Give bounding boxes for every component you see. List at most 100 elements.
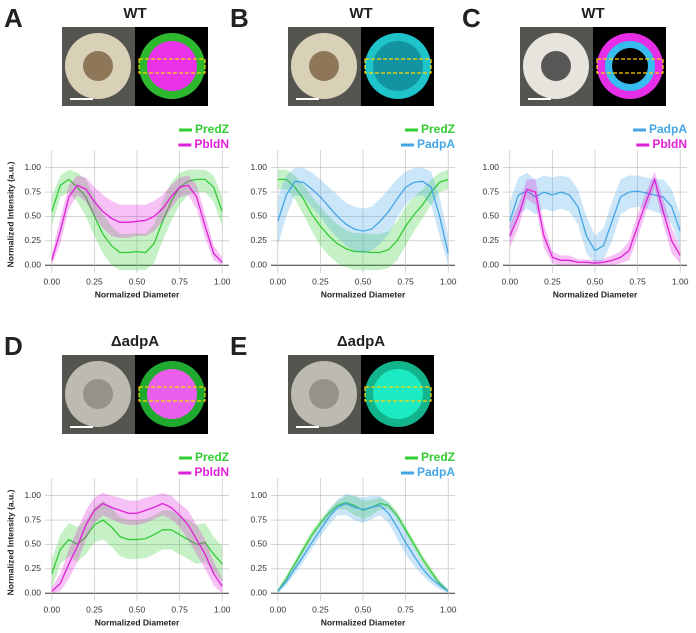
x-tick-label: 0.50 [587, 276, 604, 286]
x-tick-label: 0.25 [544, 276, 561, 286]
panel-title: WT [581, 5, 604, 22]
x-tick-label: 0.75 [397, 604, 414, 614]
panel: C WT 0.00 0.25 0.50 0.75 1.00 0.00 0.25 0.50 0.75 1… [462, 3, 689, 299]
y-tick-label: 0.00 [24, 259, 41, 269]
colony-core [83, 51, 113, 81]
y-tick-label: 0.50 [24, 539, 41, 549]
confidence-band [51, 500, 223, 589]
legend-label: PadpA [417, 137, 455, 151]
profile-box [596, 58, 664, 74]
y-tick-label: 1.00 [250, 490, 267, 500]
colony-images [520, 27, 666, 106]
profile-box [138, 58, 206, 74]
y-tick-label: 0.25 [250, 235, 267, 245]
y-tick-label: 0.50 [250, 539, 267, 549]
legend-label: PredZ [195, 450, 229, 464]
colony-images [62, 355, 208, 434]
colony-core [309, 51, 339, 81]
y-axis-label: Normalized Intensity (a.u.) [5, 161, 15, 267]
legend-label: PbldN [194, 137, 229, 151]
colony-images [288, 27, 434, 106]
x-tick-label: 0.25 [312, 604, 329, 614]
y-tick-label: 1.00 [24, 162, 41, 172]
colony-images [288, 355, 434, 434]
colony-core [309, 379, 339, 409]
signal-inner [147, 369, 197, 419]
x-tick-label: 0.25 [86, 604, 103, 614]
y-tick-label: 0.75 [24, 514, 41, 524]
colony-core [83, 379, 113, 409]
x-tick-label: 0.00 [270, 604, 287, 614]
colony-core [541, 51, 571, 81]
profile-box [364, 58, 432, 74]
x-tick-label: 0.50 [355, 604, 372, 614]
legend-label: PredZ [195, 122, 229, 136]
x-tick-label: 0.50 [355, 276, 372, 286]
x-tick-label: 0.00 [44, 276, 61, 286]
series-line [51, 178, 223, 254]
legend-label: PadpA [649, 122, 687, 136]
y-tick-label: 0.50 [24, 211, 41, 221]
series-line [51, 519, 223, 574]
confidence-band [51, 492, 223, 594]
series-line [277, 501, 449, 592]
x-axis-label: Normalized Diameter [95, 289, 180, 299]
panel-title: WT [123, 5, 146, 22]
confidence-band [277, 495, 449, 594]
series-line [277, 178, 449, 254]
y-tick-label: 0.25 [24, 235, 41, 245]
colony-images [62, 27, 208, 106]
series-line [277, 502, 449, 592]
confidence-band [51, 175, 223, 266]
panel-letter: A [4, 3, 23, 33]
x-tick-label: 1.00 [440, 276, 457, 286]
signal-inner [373, 369, 423, 419]
y-tick-label: 1.00 [250, 162, 267, 172]
x-tick-label: 0.00 [44, 604, 61, 614]
x-tick-label: 1.00 [672, 276, 689, 286]
panel: A WT 0.00 0.25 0.50 0.75 1.00 0.00 0.25 0.50 0.75 1… [4, 3, 231, 299]
x-tick-label: 0.50 [129, 276, 146, 286]
confidence-band [509, 171, 681, 266]
signal-inner [147, 41, 197, 91]
panel-title: ΔadpA [337, 333, 385, 350]
series-line [51, 184, 223, 263]
y-tick-label: 1.00 [482, 162, 499, 172]
x-tick-label: 0.50 [129, 604, 146, 614]
signal-inner [373, 41, 423, 91]
x-tick-label: 0.75 [629, 276, 646, 286]
confidence-band [277, 167, 449, 266]
legend-label: PbldN [652, 137, 687, 151]
y-tick-label: 0.25 [250, 563, 267, 573]
y-tick-label: 1.00 [24, 490, 41, 500]
profile-box [138, 386, 206, 402]
panel-title: WT [349, 5, 372, 22]
legend-label: PbldN [194, 465, 229, 479]
x-tick-label: 0.75 [171, 276, 188, 286]
x-axis-label: Normalized Diameter [321, 289, 406, 299]
panel-letter: D [4, 331, 23, 361]
confidence-band [277, 169, 449, 271]
profile-box [364, 386, 432, 402]
x-axis-label: Normalized Diameter [321, 617, 406, 627]
y-tick-label: 0.75 [250, 186, 267, 196]
x-tick-label: 1.00 [214, 604, 231, 614]
series-line [509, 177, 681, 264]
panel: B WT 0.00 0.25 0.50 0.75 1.00 0.00 0.25 0.50 0.75 1… [230, 3, 457, 299]
signal-hole [612, 48, 648, 84]
series-line [509, 190, 681, 252]
panel-letter: E [230, 331, 247, 361]
y-tick-label: 0.25 [24, 563, 41, 573]
y-tick-label: 0.75 [482, 186, 499, 196]
y-tick-label: 0.00 [24, 587, 41, 597]
y-axis-label: Normalized Intensity (a.u.) [5, 489, 15, 595]
legend-label: PadpA [417, 465, 455, 479]
panel: D ΔadpA 0.00 0.25 0.50 0.75 1.00 0.00 0.25 0.50 0.… [4, 331, 231, 627]
legend-label: PredZ [421, 122, 455, 136]
x-tick-label: 0.00 [502, 276, 519, 286]
y-tick-label: 0.25 [482, 235, 499, 245]
x-tick-label: 0.25 [312, 276, 329, 286]
y-tick-label: 0.50 [250, 211, 267, 221]
panel-letter: C [462, 3, 481, 33]
x-axis-label: Normalized Diameter [553, 289, 638, 299]
